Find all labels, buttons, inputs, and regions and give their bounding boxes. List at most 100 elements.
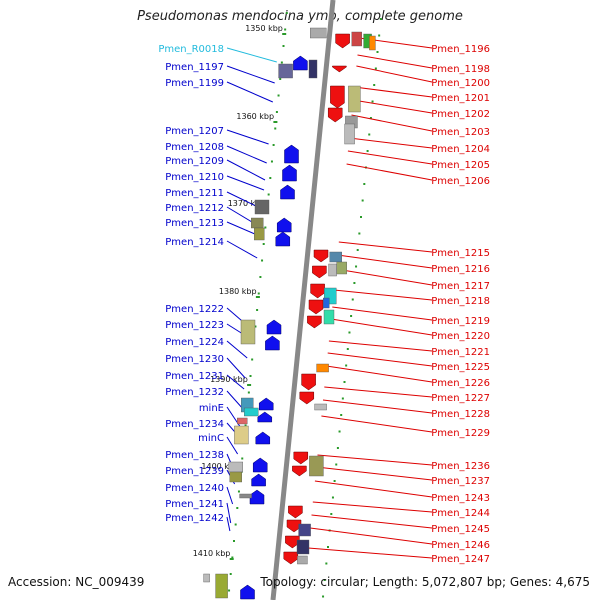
leader-line-right: [354, 86, 433, 98]
gene-label-right: Pmen_1215: [431, 248, 490, 259]
track-dot-right: [338, 430, 341, 433]
track-dot-right: [327, 546, 329, 548]
leader-line-left: [226, 129, 269, 145]
gene-label-right: Pmen_1219: [431, 316, 490, 327]
gene-label-left: Pmen_1199: [165, 78, 224, 89]
track-dot-right: [351, 298, 354, 301]
leader-line-right: [328, 340, 433, 352]
gene-label-right: Pmen_1221: [431, 347, 490, 358]
track-dot-left: [261, 259, 264, 262]
leader-line-right: [317, 454, 433, 466]
track-dot-left: [244, 424, 247, 427]
track-dot-right: [350, 315, 353, 317]
track-dot-left: [249, 375, 252, 377]
scale-label: 1360 kbp: [236, 112, 274, 121]
gene-label-left: Pmen_1208: [165, 142, 224, 153]
track-dot-left: [259, 276, 262, 278]
leader-line-left: [226, 502, 232, 524]
track-dot-right: [356, 249, 359, 251]
track-dot-left: [269, 177, 272, 179]
track-dot-right: [343, 381, 346, 383]
track-dot-left: [280, 61, 283, 64]
gene-label-left: Pmen_1224: [165, 337, 224, 348]
gene-feature-block: [316, 363, 329, 373]
reverse-gene-arrow: [332, 65, 347, 73]
reverse-gene-arrow: [285, 535, 300, 549]
track-dot-right: [341, 397, 344, 400]
track-dot-left: [231, 556, 234, 559]
gene-feature-block: [297, 555, 308, 565]
leader-line-right: [331, 318, 433, 336]
scale-label: 1400 kbp: [201, 462, 239, 471]
gene-feature-block: [369, 35, 376, 51]
leader-line-left: [226, 340, 248, 359]
reverse-gene-arrow: [299, 391, 315, 405]
track-dot-right: [355, 265, 358, 268]
reverse-gene-arrow: [288, 505, 303, 519]
gene-feature-block: [309, 455, 324, 477]
gene-feature-block: [228, 461, 244, 473]
track-dot-right: [336, 447, 339, 449]
reverse-gene-arrow: [327, 107, 343, 123]
gene-feature-block: [298, 523, 311, 537]
track-dot-left: [267, 193, 270, 196]
gene-label-right: Pmen_1216: [431, 264, 490, 275]
accession-text: Accession: NC_009439: [8, 575, 145, 589]
gene-feature-block: [254, 199, 270, 215]
gene-label-right: Pmen_1226: [431, 378, 490, 389]
gene-label-right: Pmen_1246: [431, 540, 490, 551]
gene-label-right: Pmen_1200: [431, 78, 490, 89]
gene-feature-block: [234, 425, 249, 445]
gene-label-right: Pmen_1229: [431, 428, 490, 439]
track-dot-right: [361, 199, 364, 202]
gene-feature-block: [348, 85, 361, 113]
reverse-gene-arrow: [283, 551, 299, 565]
leader-line-left: [226, 159, 266, 181]
track-dot-right: [373, 84, 376, 86]
gene-label-left: Pmen_1209: [165, 156, 224, 167]
gene-label-left: Pmen_1238: [165, 450, 224, 461]
scale-label: 1390 kbp: [210, 375, 248, 384]
forward-gene-arrow: [282, 164, 297, 182]
gene-feature-block: [243, 407, 259, 417]
forward-gene-arrow: [284, 144, 299, 164]
track-dot-right: [340, 414, 343, 416]
reverse-gene-arrow: [307, 315, 322, 329]
track-dot-left: [262, 243, 265, 245]
leader-line-left: [226, 145, 267, 164]
leader-line-right: [352, 99, 433, 114]
track-dot-left: [279, 78, 282, 80]
gene-label-left: Pmen_1240: [165, 483, 224, 494]
track-dot-left: [237, 490, 240, 493]
gene-label-right: Pmen_1204: [431, 144, 490, 155]
forward-gene-arrow: [293, 55, 308, 71]
reverse-gene-arrow: [335, 33, 350, 49]
leader-line-right: [338, 241, 433, 253]
reverse-gene-arrow: [312, 265, 327, 279]
leader-line-right: [311, 514, 433, 529]
forward-gene-arrow: [249, 489, 265, 505]
leader-line-right: [347, 150, 433, 165]
leader-line-right: [322, 399, 433, 414]
gene-label-right: Pmen_1218: [431, 296, 490, 307]
leader-line-left: [226, 81, 274, 103]
leader-line-right: [332, 306, 433, 321]
track-dot-left: [284, 28, 287, 31]
gene-label-left: Pmen_1231: [165, 371, 224, 382]
track-dot-right: [374, 67, 377, 70]
forward-gene-arrow: [251, 473, 266, 487]
gene-feature-block: [351, 31, 362, 47]
leader-line-left: [226, 436, 239, 455]
leader-line-left: [226, 175, 265, 191]
track-dot-left: [229, 573, 232, 575]
leader-line-left: [226, 240, 258, 259]
gene-label-right: Pmen_1227: [431, 393, 490, 404]
track-dot-left: [241, 457, 244, 460]
track-dot-right: [376, 51, 379, 53]
track-dot-right: [322, 595, 325, 598]
gene-label-left: Pmen_1211: [165, 188, 224, 199]
gene-label-right: Pmen_1206: [431, 176, 490, 187]
track-dot-right: [358, 232, 361, 235]
scale-label: 1370 kbp: [228, 199, 266, 208]
track-dot-left: [285, 12, 288, 14]
